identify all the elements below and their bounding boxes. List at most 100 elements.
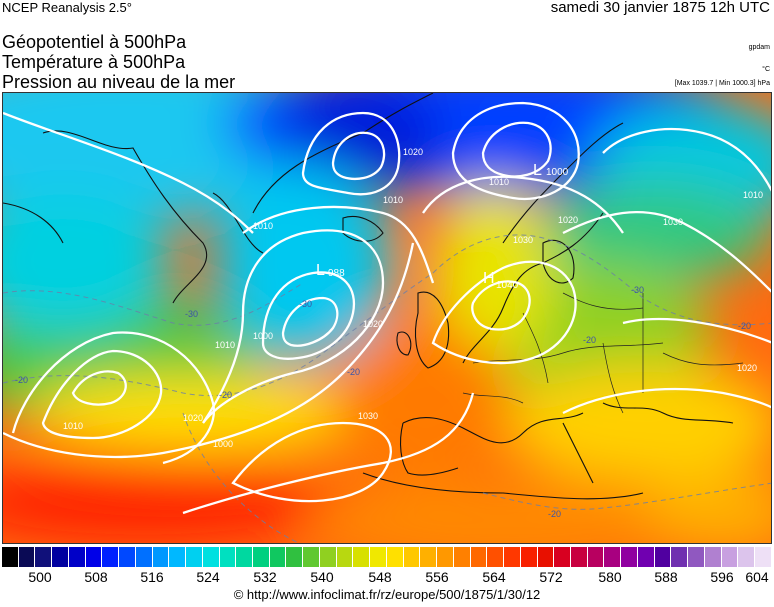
colorbar-swatch	[102, 547, 120, 567]
colorbar-swatch	[403, 547, 421, 567]
colorbar-swatch	[135, 547, 153, 567]
colorbar-tick-label: 516	[140, 569, 164, 585]
unit-temperature: °C	[762, 66, 770, 73]
isotherm-label: -30	[631, 285, 644, 295]
colorbar-swatch	[236, 547, 254, 567]
colorbar-swatch	[68, 547, 86, 567]
colorbar-legend	[2, 547, 772, 567]
colorbar-swatch	[85, 547, 103, 567]
isobar-label: 1020	[183, 413, 203, 423]
colorbar-swatch	[370, 547, 387, 567]
colorbar-swatch	[738, 547, 756, 567]
colorbar-swatch	[537, 547, 555, 567]
isotherm-label: -20	[548, 509, 561, 519]
isobar-label: 1030	[513, 235, 533, 245]
colorbar-swatch	[587, 547, 605, 567]
isobar-label: 1010	[489, 177, 509, 187]
isotherm-label: -30	[299, 299, 312, 309]
map-title-pressure: Pression au niveau de la mer	[2, 72, 236, 92]
colorbar-tick-label: 556	[425, 569, 449, 585]
isotherm-label: -20	[219, 390, 232, 400]
colorbar-swatch	[336, 547, 354, 567]
isobar-label: 1020	[363, 319, 383, 329]
colorbar-tick-label: 500	[28, 569, 52, 585]
isotherm-label: -20	[738, 321, 751, 331]
isobar-label: 1020	[558, 215, 578, 225]
colorbar-tick-label: 564	[482, 569, 506, 585]
colorbar-swatch	[755, 547, 772, 567]
colorbar-swatch	[704, 547, 722, 567]
isobar-label: 1010	[63, 421, 83, 431]
datetime-label: samedi 30 janvier 1875 12h UTC	[550, 0, 770, 16]
colorbar-swatch	[303, 547, 320, 567]
colorbar-swatch	[169, 547, 187, 567]
colorbar-tick-label: 588	[654, 569, 678, 585]
colorbar-swatch	[152, 547, 170, 567]
colorbar-tick-label: 596	[710, 569, 734, 585]
colorbar-tick-label: 508	[84, 569, 108, 585]
colorbar-swatch	[570, 547, 588, 567]
colorbar-swatch	[470, 547, 488, 567]
colorbar-tick-label: 572	[539, 569, 563, 585]
isobar-label: 1030	[663, 217, 683, 227]
colorbar-swatch	[688, 547, 705, 567]
colorbar-swatch	[319, 547, 337, 567]
source-credit: © http://www.infoclimat.fr/rz/europe/500…	[233, 587, 541, 602]
colorbar-swatch	[637, 547, 655, 567]
pressure-centers: L 988 L 1000 H 1040	[316, 162, 569, 291]
colorbar-tick-label: 580	[598, 569, 622, 585]
high-pressure-letter: H	[483, 270, 495, 287]
colorbar-swatch	[35, 547, 53, 567]
isobar-label: 1020	[403, 147, 423, 157]
unit-pressure-range: [Max 1039.7 | Min 1000.3] hPa	[674, 80, 770, 87]
map-title-geopotential: Géopotentiel à 500hPa	[2, 32, 187, 52]
colorbar-swatch	[386, 547, 404, 567]
isobar-label: 1010	[215, 340, 235, 350]
colorbar-swatch	[654, 547, 672, 567]
isotherm-labels: -30 -20 -20 -30 -20 -20 -30 -20 -20	[15, 285, 751, 519]
low-pressure-letter: L	[316, 262, 325, 279]
colorbar-swatch	[18, 547, 36, 567]
high-pressure-value: 1040	[496, 280, 519, 291]
colorbar-swatch	[420, 547, 438, 567]
isobar-labels: 1010 1020 1010 1000 1010 1020 1030 1020 …	[63, 147, 763, 449]
country-borders	[462, 292, 744, 414]
isobar-label: 1010	[253, 221, 273, 231]
colorbar-swatch	[487, 547, 505, 567]
weather-map-canvas: 1010 1020 1010 1000 1010 1020 1030 1020 …	[3, 93, 771, 543]
colorbar-swatch	[721, 547, 739, 567]
colorbar-swatch	[219, 547, 237, 567]
colorbar-swatch	[253, 547, 270, 567]
colorbar-tick-label: 548	[368, 569, 392, 585]
unit-geopotential: gpdam	[748, 44, 770, 51]
colorbar-swatch	[671, 547, 689, 567]
colorbar-swatch	[504, 547, 521, 567]
isotherm-label: -30	[185, 309, 198, 319]
colorbar-tick-label: 532	[253, 569, 277, 585]
isobars	[3, 101, 771, 515]
colorbar-swatch	[52, 547, 69, 567]
isobar-label: 1000	[253, 331, 273, 341]
source-label: NCEP Reanalysis 2.5°	[2, 0, 132, 15]
colorbar-swatch	[186, 547, 203, 567]
isobar-label: 1030	[358, 411, 378, 421]
isotherm-label: -20	[347, 367, 360, 377]
colorbar-swatch	[604, 547, 622, 567]
colorbar-swatch	[269, 547, 287, 567]
colorbar-swatch	[2, 547, 19, 567]
colorbar-swatch	[621, 547, 638, 567]
colorbar-tick-label: 604	[745, 569, 769, 585]
map-title-temperature: Température à 500hPa	[2, 52, 186, 72]
colorbar-swatch	[202, 547, 220, 567]
isotherm-label: -20	[583, 335, 596, 345]
colorbar-swatch	[119, 547, 136, 567]
colorbar-tick-label: 524	[196, 569, 220, 585]
colorbar-swatch	[437, 547, 454, 567]
low-pressure-value: 1000	[546, 167, 569, 178]
isotherm-label: -20	[15, 375, 28, 385]
colorbar-swatch	[520, 547, 538, 567]
isobar-label: 1010	[383, 195, 403, 205]
isobar-label: 1000	[213, 439, 233, 449]
isobar-label: 1010	[743, 190, 763, 200]
colorbar-ticks: 500 508 516 524 532 540 548 556 564 572 580 588 596 6…	[0, 569, 774, 587]
